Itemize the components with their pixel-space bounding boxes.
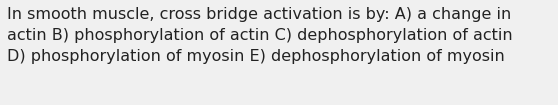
Text: In smooth muscle, cross bridge activation is by: A) a change in
actin B) phospho: In smooth muscle, cross bridge activatio… — [7, 7, 512, 64]
